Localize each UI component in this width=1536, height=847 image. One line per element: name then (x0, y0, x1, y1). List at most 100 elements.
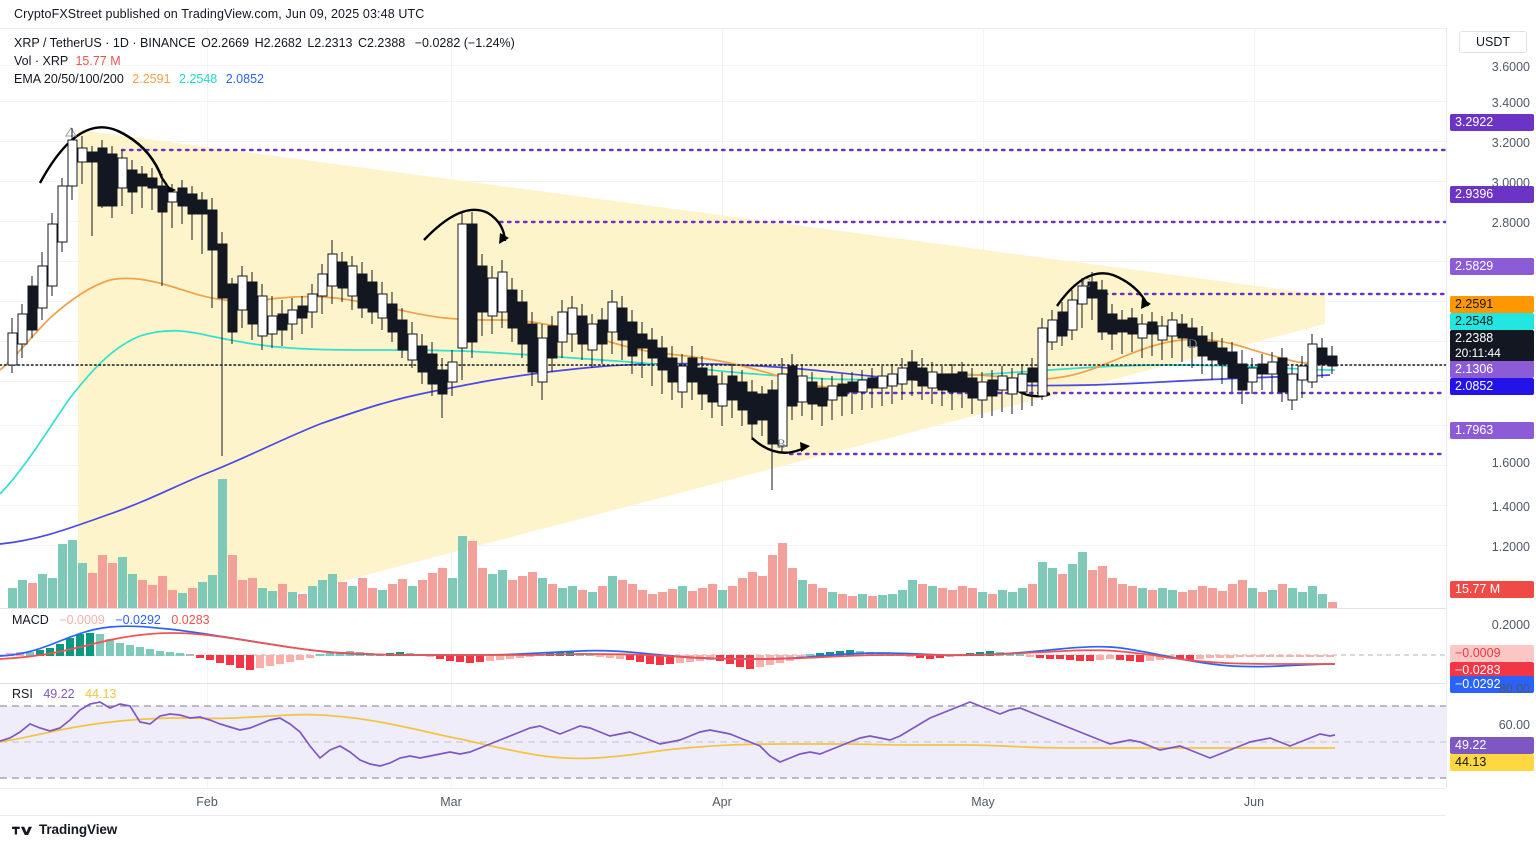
volume-bar (388, 584, 397, 608)
macd-bar (1136, 655, 1144, 662)
price-badge-ema200: 2.0852 (1450, 378, 1534, 395)
rsi-legend-title[interactable]: RSI (12, 687, 33, 701)
rsi-ma-badge-value: 44.13 (1450, 754, 1534, 771)
volume-bar (1108, 578, 1117, 608)
pane-separator-macd[interactable] (0, 608, 1446, 609)
volume-bar (798, 580, 807, 608)
candle (97, 140, 108, 208)
candle (1057, 302, 1068, 346)
gridline (0, 181, 1446, 182)
candle (817, 378, 828, 426)
macd-bar (596, 655, 604, 657)
macd-bar (736, 655, 744, 667)
axis-tick-3-6000: 3.6000 (1491, 60, 1530, 74)
macd-legend-title[interactable]: MACD (12, 613, 49, 627)
macd-bar (1116, 655, 1124, 660)
macd-bar (606, 655, 614, 658)
arc-annotation-2 (423, 208, 507, 242)
volume-bar (1198, 586, 1207, 608)
macd-badge-1: −0.0009 (1450, 645, 1534, 662)
macd-bar (696, 655, 704, 661)
volume-bar (648, 594, 657, 608)
macd-bar (56, 644, 64, 656)
candle (497, 260, 508, 328)
ema50-line (0, 329, 1336, 495)
axis-tick-3-2000: 3.2000 (1491, 136, 1530, 150)
volume-bar (178, 593, 187, 608)
candle (327, 240, 338, 304)
price-pane[interactable]: B C D XRP / TetherUS · 1D · BINANCE O2.2… (0, 28, 1446, 608)
candle (1297, 356, 1308, 398)
candle (317, 264, 328, 314)
macd-badge-2: −0.0283 (1450, 662, 1534, 679)
volume-bar (28, 583, 37, 608)
rsi-pane[interactable]: RSI 49.22 44.13 (0, 684, 1446, 788)
candle (247, 272, 258, 340)
macd-bar (186, 654, 194, 656)
price-badge-ema50: 2.2548 (1450, 313, 1534, 330)
header-divider (0, 28, 1536, 29)
gridline-vertical (1254, 28, 1255, 608)
volume-bar (1278, 584, 1287, 608)
legend-symbol[interactable]: XRP / TetherUS (14, 36, 102, 50)
candle (1277, 348, 1288, 402)
volume-bar (98, 555, 107, 608)
volume-bar (958, 586, 967, 608)
candle (897, 358, 908, 400)
pane-separator-rsi[interactable] (0, 683, 1446, 684)
volume-bar (528, 572, 537, 608)
volume-bar (968, 588, 977, 608)
macd-bar (1196, 655, 1204, 659)
macd-bar (106, 639, 114, 656)
price-axis[interactable]: USDT 3.6000 3.4000 3.2000 3.0000 2.8000 … (1446, 28, 1536, 788)
wedge-pattern (78, 130, 1325, 608)
legend-exchange[interactable]: BINANCE (140, 36, 196, 50)
macd-bar (866, 652, 874, 656)
gridline (0, 341, 1446, 342)
rsi-legend: RSI 49.22 44.13 (12, 687, 123, 701)
time-axis[interactable]: Feb Mar Apr May Jun (0, 788, 1446, 816)
volume-bar (1018, 588, 1027, 608)
legend-ema-label[interactable]: EMA 20/50/100/200 (14, 72, 124, 86)
candle (147, 168, 158, 210)
volume-bar (668, 589, 677, 608)
legend-ema20-value: 2.2591 (132, 72, 171, 86)
gridline-vertical (722, 684, 723, 788)
candle (967, 368, 978, 414)
macd-axis-tick-0-2000: 0.2000 (1491, 618, 1530, 632)
macd-pane[interactable]: MACD −0.0009 −0.0292 0.0283 (0, 609, 1446, 683)
chart-legend-ema: EMA 20/50/100/200 2.2591 2.2548 2.0852 (14, 72, 264, 86)
volume-bar (1248, 588, 1257, 608)
macd-bar (1086, 655, 1094, 661)
macd-bar (266, 655, 274, 666)
macd-bar (416, 654, 424, 656)
candle (1237, 350, 1248, 404)
legend-interval[interactable]: 1D (112, 36, 129, 50)
candle (1017, 364, 1028, 410)
macd-bar (346, 651, 354, 656)
volume-bar (1118, 584, 1127, 608)
volume-bar (1088, 570, 1097, 608)
volume-bar (768, 555, 777, 608)
gridline (0, 261, 1446, 262)
legend-volume-label[interactable]: Vol · XRP (14, 54, 68, 68)
gridline-vertical (1254, 609, 1255, 683)
candle (277, 300, 288, 346)
price-badge-support-2: 1.7963 (1450, 422, 1534, 439)
gridline (0, 465, 1446, 466)
macd-bar (86, 633, 94, 656)
macd-bar (1276, 655, 1284, 657)
macd-bar (796, 655, 804, 659)
candle (1007, 368, 1018, 414)
macd-bar (636, 655, 644, 662)
macd-bar (836, 651, 844, 656)
macd-bar (1316, 655, 1324, 657)
candle (1167, 312, 1178, 358)
rsi-line (0, 701, 1336, 767)
candle (477, 254, 488, 336)
currency-unit-badge[interactable]: USDT (1459, 31, 1527, 53)
macd-bar (626, 655, 634, 660)
macd-bar (576, 653, 584, 656)
volume-bar (598, 586, 607, 608)
volume-bar (218, 479, 227, 608)
